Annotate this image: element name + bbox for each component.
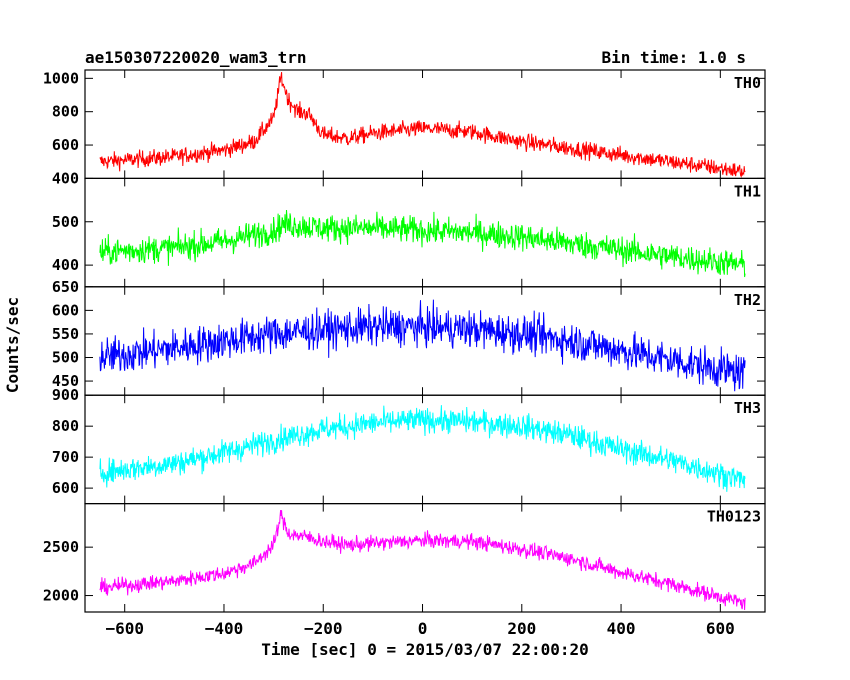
panel-th0123: 2000 2500 TH0123: [43, 503, 766, 613]
series-th0123-line: [99, 510, 746, 611]
panel-label: TH0: [734, 74, 761, 92]
panel-label: TH1: [734, 182, 761, 200]
x-tick-label: 0: [418, 619, 428, 638]
y-tick-label: 700: [52, 448, 79, 466]
x-tick-label: −200: [304, 619, 343, 638]
y-tick-label: 400: [52, 169, 79, 187]
x-axis: −600 −400 −200 0 200 400 600: [105, 619, 734, 638]
y-tick-label: 600: [52, 136, 79, 154]
series-th1-line: [99, 209, 746, 278]
y-tick-label: 800: [52, 103, 79, 121]
panel-th3: 600 700 800 900 TH3: [52, 386, 766, 505]
x-tick-label: 200: [507, 619, 536, 638]
series-th0-line: [99, 72, 746, 178]
panel-th1: 400 500 TH1: [52, 177, 766, 288]
bin-time-label: Bin time: 1.0 s: [602, 48, 747, 67]
x-tick-label: 400: [607, 619, 636, 638]
y-tick-label: 400: [52, 256, 79, 274]
panel-th0: 400 600 800 1000 TH0: [43, 69, 766, 187]
y-tick-label: 500: [52, 348, 79, 366]
panel-label: TH3: [734, 399, 761, 417]
series-th3-line: [99, 405, 746, 492]
y-tick-label: 2500: [43, 538, 79, 556]
panel-th2: 450 500 550 600 650 TH2: [52, 278, 766, 396]
y-tick-label: 600: [52, 301, 79, 319]
y-tick-label: 450: [52, 372, 79, 390]
y-tick-label: 1000: [43, 69, 79, 87]
panels-group: 400 600 800 1000 TH0 400 500 TH1 450 500 550 600 650…: [43, 69, 766, 613]
panel-label: TH2: [734, 291, 761, 309]
panel-label: TH0123: [707, 508, 761, 526]
y-tick-label: 800: [52, 417, 79, 435]
panel-frame: [84, 286, 766, 396]
series-th2-line: [99, 299, 746, 392]
y-tick-label: 900: [52, 386, 79, 404]
y-axis-label: Counts/sec: [3, 297, 22, 393]
panel-frame: [84, 503, 766, 613]
x-tick-label: −400: [205, 619, 244, 638]
chart-title: ae150307220020_wam3_trn: [85, 48, 307, 67]
x-axis-label: Time [sec] 0 = 2015/03/07 22:00:20: [261, 640, 589, 659]
y-tick-label: 550: [52, 325, 79, 343]
y-tick-label: 2000: [43, 587, 79, 605]
y-tick-label: 600: [52, 479, 79, 497]
x-tick-label: 600: [706, 619, 735, 638]
y-tick-label: 650: [52, 278, 79, 296]
y-tick-label: 500: [52, 213, 79, 231]
x-tick-label: −600: [105, 619, 144, 638]
